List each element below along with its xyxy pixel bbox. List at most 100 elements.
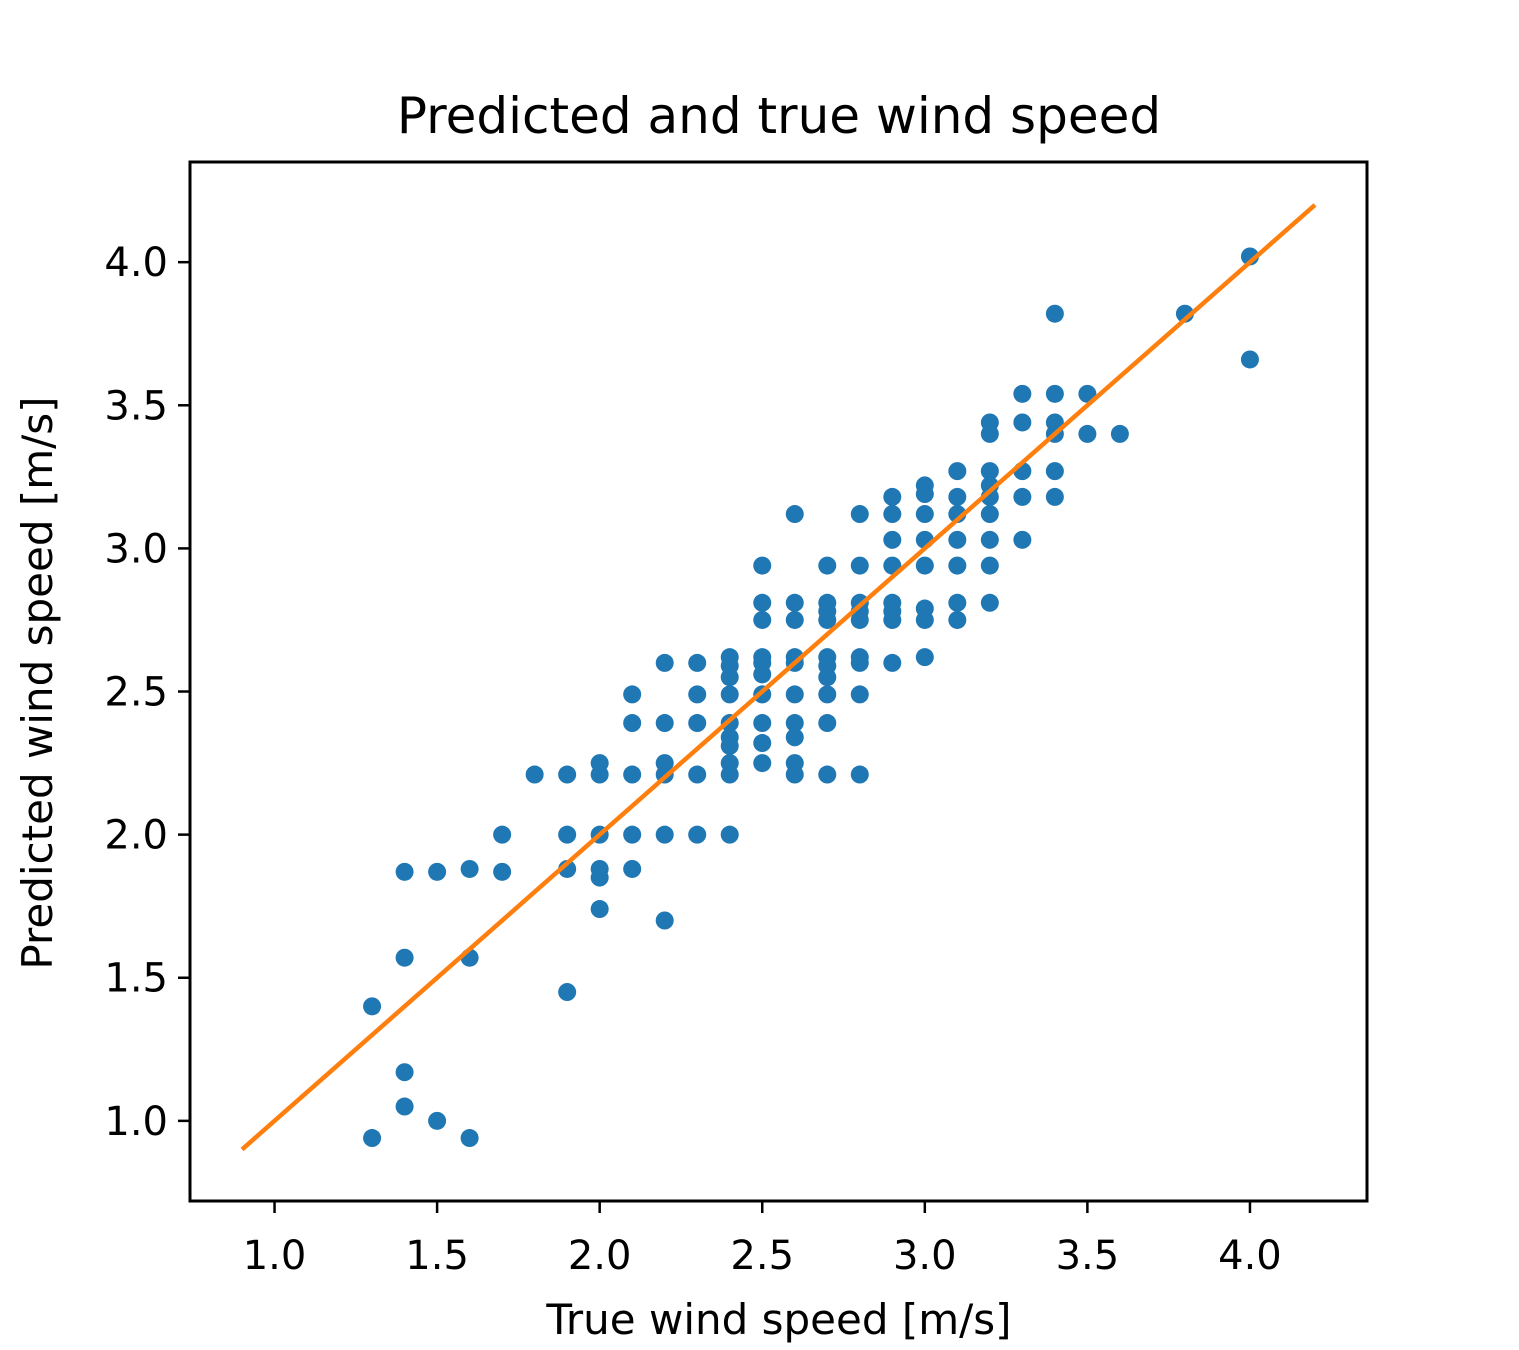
data-point (493, 862, 512, 881)
data-point (850, 556, 869, 575)
y-tick-label: 3.5 (104, 383, 168, 429)
y-tick-label: 4.0 (104, 240, 168, 286)
data-point (558, 983, 577, 1002)
scatter-points (363, 247, 1259, 1148)
data-point (720, 685, 739, 704)
identity-line (240, 203, 1317, 1152)
data-point (590, 900, 609, 919)
data-point (1013, 487, 1032, 506)
data-point (395, 1063, 414, 1082)
y-tick-label: 3.0 (104, 526, 168, 572)
data-point (1045, 304, 1064, 323)
data-point (980, 593, 999, 612)
data-point (980, 462, 999, 481)
x-axis-ticks: 1.0 1.5 2.0 2.5 3.0 3.5 4.0 (243, 1201, 1282, 1279)
data-point (363, 1129, 382, 1148)
data-point (655, 911, 674, 930)
data-point (1013, 413, 1032, 432)
data-point (753, 734, 772, 753)
y-tick-label: 2.5 (104, 670, 168, 716)
fit-line-layer (240, 203, 1317, 1152)
y-axis-ticks: 1.0 1.5 2.0 2.5 3.0 3.5 4.0 (104, 240, 190, 1145)
chart-title: Predicted and true wind speed (397, 87, 1161, 145)
data-point (1110, 424, 1129, 443)
data-point (493, 825, 512, 844)
data-point (395, 948, 414, 967)
data-point (980, 505, 999, 524)
data-point (623, 765, 642, 784)
data-point (785, 593, 804, 612)
data-point (980, 530, 999, 549)
data-point (818, 685, 837, 704)
data-point (1013, 530, 1032, 549)
data-point (850, 505, 869, 524)
data-point (785, 610, 804, 629)
data-point (655, 653, 674, 672)
data-point (428, 1111, 447, 1130)
data-point (785, 714, 804, 733)
data-point (753, 556, 772, 575)
data-point (948, 487, 967, 506)
data-point (818, 714, 837, 733)
x-axis-label: True wind speed [m/s] (545, 1295, 1011, 1344)
x-tick-label: 2.0 (568, 1233, 632, 1279)
data-point (558, 765, 577, 784)
data-point (915, 556, 934, 575)
data-point (1013, 384, 1032, 403)
data-point (785, 728, 804, 747)
data-point (915, 485, 934, 504)
data-point (753, 754, 772, 773)
data-point (915, 648, 934, 667)
data-point (753, 665, 772, 684)
data-point (850, 765, 869, 784)
data-point (1078, 424, 1097, 443)
x-tick-label: 3.0 (893, 1233, 957, 1279)
data-point (655, 825, 674, 844)
data-point (883, 487, 902, 506)
data-point (785, 685, 804, 704)
data-point (428, 862, 447, 881)
data-point (980, 424, 999, 443)
data-point (883, 610, 902, 629)
data-point (655, 714, 674, 733)
data-point (688, 714, 707, 733)
data-point (720, 765, 739, 784)
data-point (753, 714, 772, 733)
data-point (883, 505, 902, 524)
data-point (623, 685, 642, 704)
data-point (1045, 487, 1064, 506)
data-point (623, 859, 642, 878)
data-point (818, 610, 837, 629)
data-point (590, 868, 609, 887)
data-point (948, 462, 967, 481)
data-point (623, 714, 642, 733)
data-point (948, 610, 967, 629)
data-point (720, 736, 739, 755)
data-point (395, 862, 414, 881)
data-point (818, 556, 837, 575)
data-point (850, 610, 869, 629)
data-point (948, 593, 967, 612)
y-axis-label: Predicted wind speed [m/s] (13, 396, 62, 969)
data-point (623, 825, 642, 844)
y-tick-label: 1.0 (104, 1099, 168, 1145)
data-point (363, 997, 382, 1016)
data-point (1240, 350, 1259, 369)
data-point (688, 825, 707, 844)
data-point (525, 765, 544, 784)
data-point (688, 765, 707, 784)
data-point (818, 765, 837, 784)
data-point (883, 530, 902, 549)
y-tick-label: 1.5 (104, 956, 168, 1002)
x-tick-label: 3.5 (1056, 1233, 1120, 1279)
data-point (395, 1097, 414, 1116)
data-point (818, 668, 837, 687)
data-point (753, 593, 772, 612)
data-point (785, 765, 804, 784)
data-point (720, 668, 739, 687)
data-point (785, 505, 804, 524)
y-tick-label: 2.0 (104, 813, 168, 859)
x-tick-label: 2.5 (730, 1233, 794, 1279)
x-tick-label: 1.5 (405, 1233, 469, 1279)
data-point (590, 765, 609, 784)
